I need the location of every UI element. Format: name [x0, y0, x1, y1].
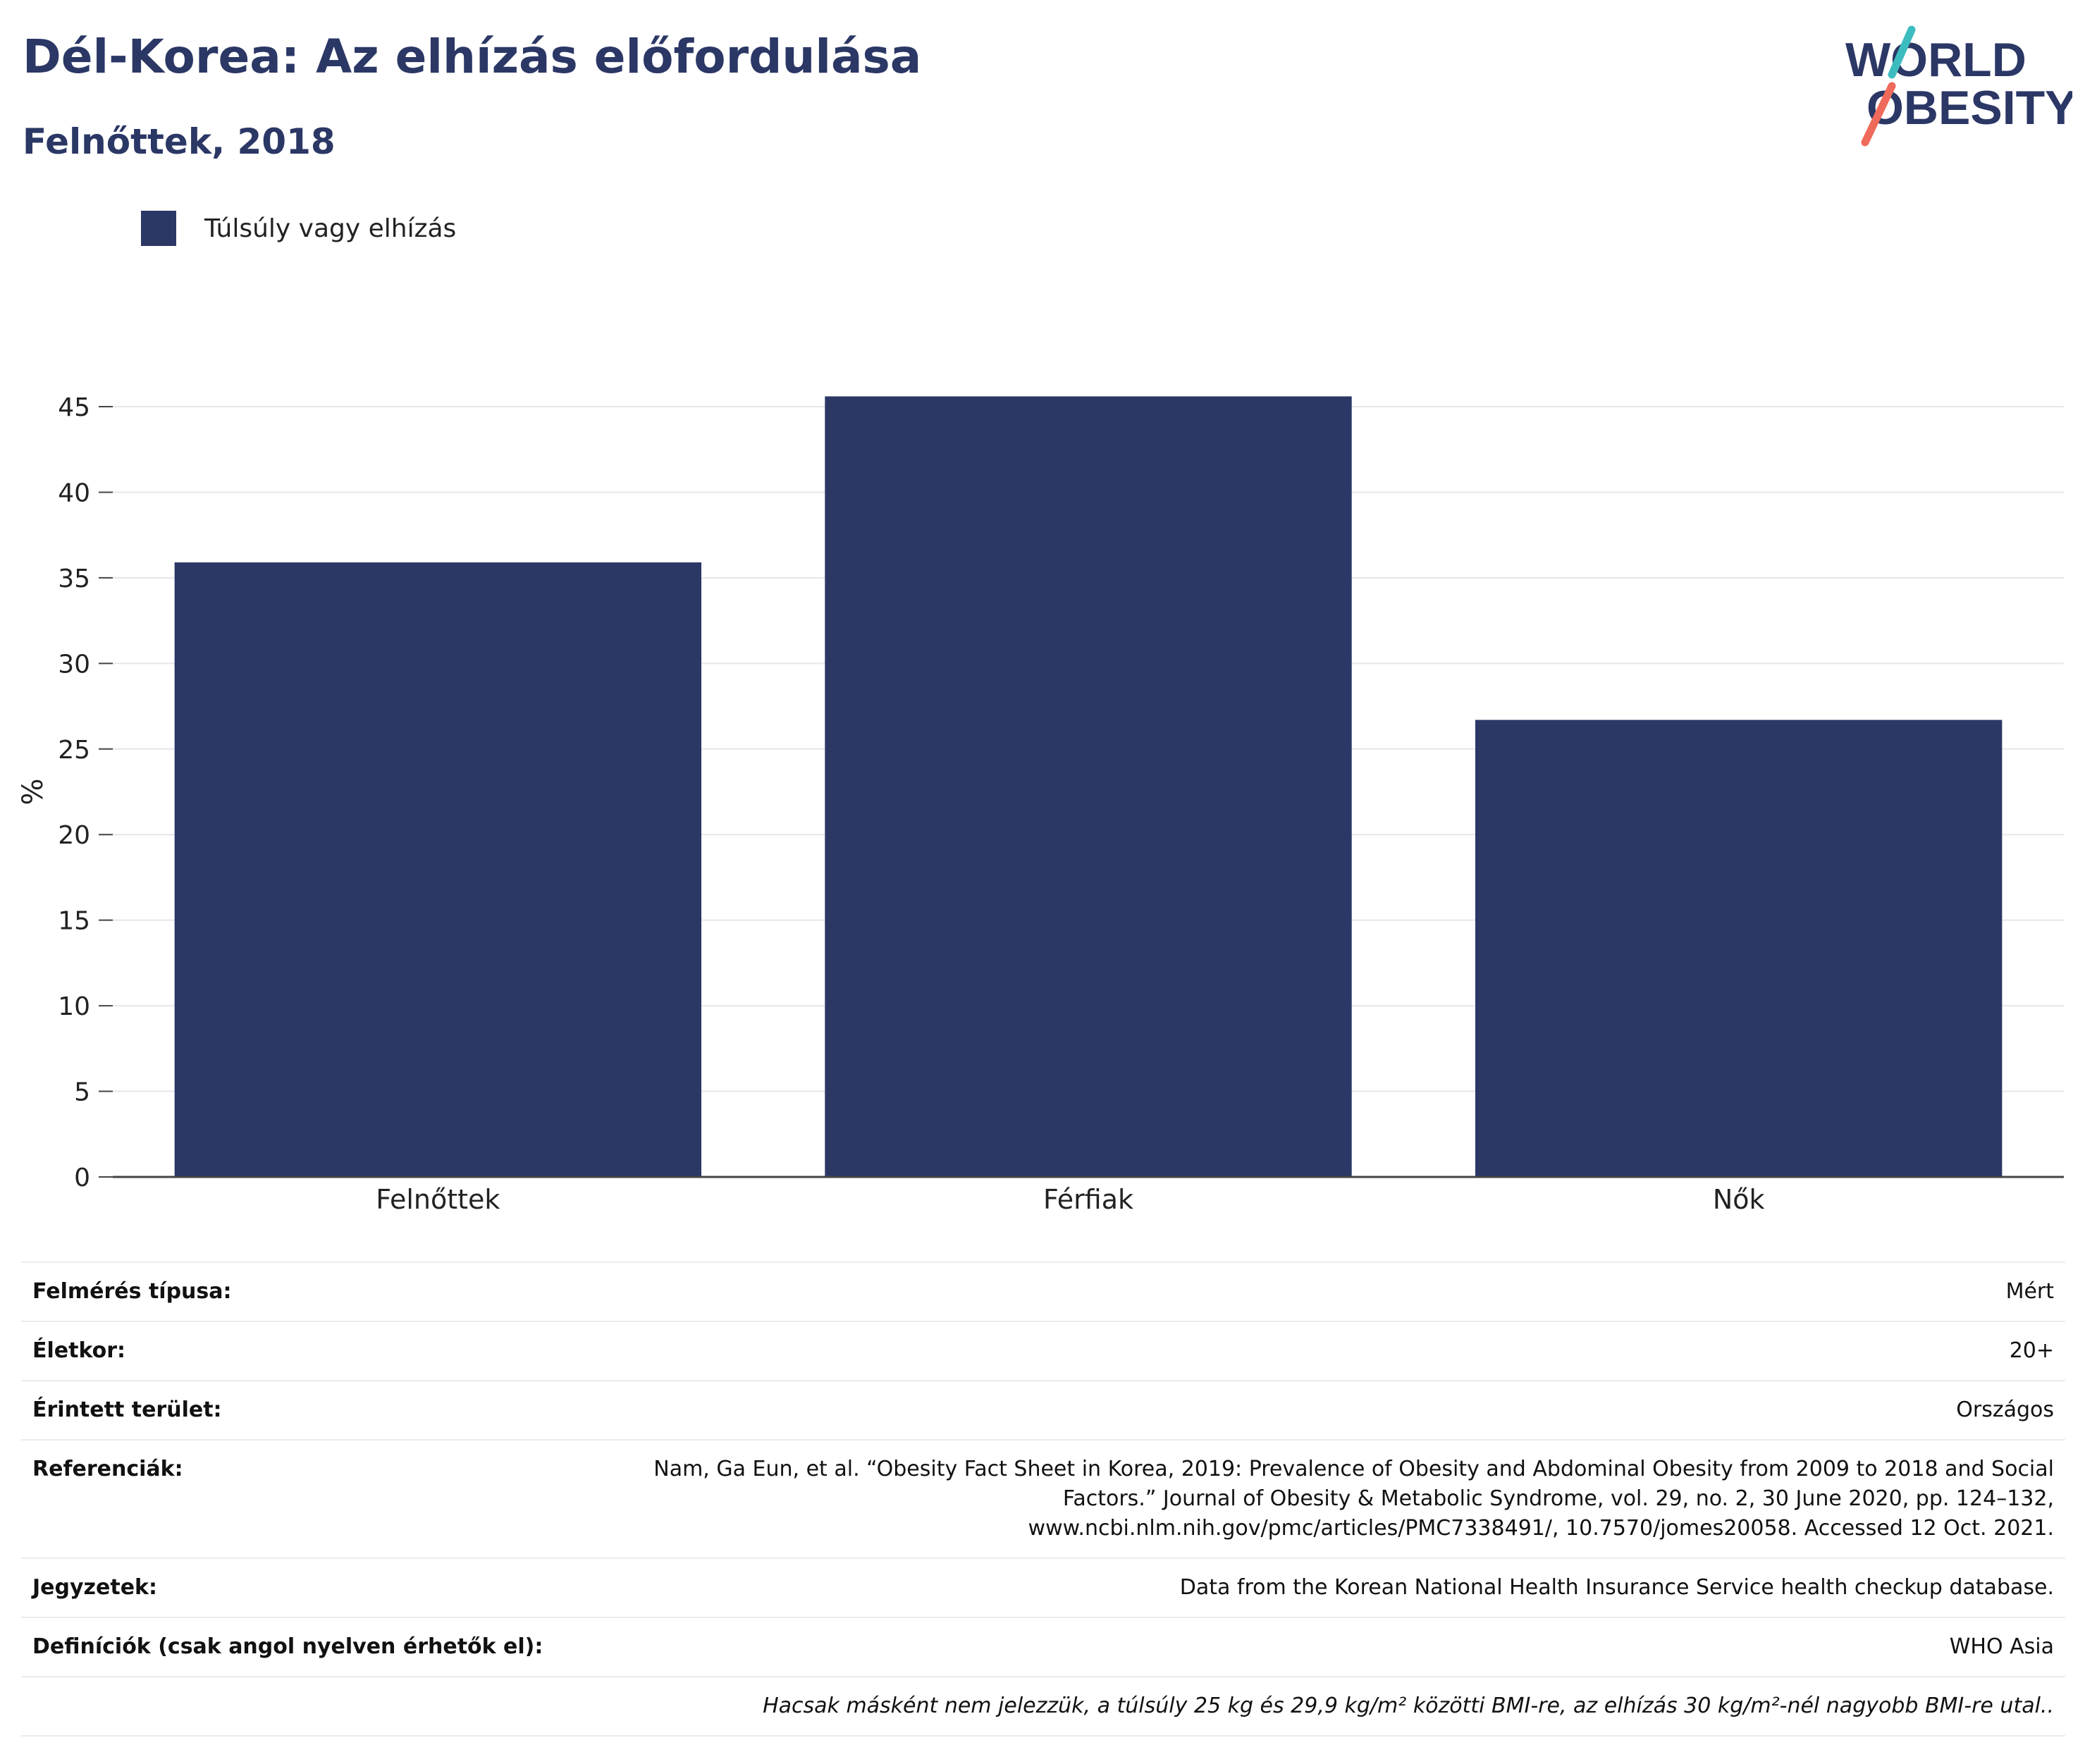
- logo-text-obesity: OBESITY: [1866, 81, 2072, 135]
- y-tick-label: 30: [58, 650, 90, 679]
- legend-swatch: [141, 211, 176, 246]
- logo-slash-teal: [1888, 25, 1916, 79]
- metadata-value: Data from the Korean National Health Ins…: [579, 1558, 2065, 1617]
- logo-text-world: WORLD: [1845, 33, 2026, 87]
- y-tick-label: 15: [58, 907, 90, 936]
- legend-label: Túlsúly vagy elhízás: [204, 214, 457, 243]
- bar: [174, 562, 702, 1177]
- metadata-label: Életkor:: [21, 1321, 579, 1381]
- metadata-row: Életkor: 20+: [21, 1321, 2065, 1381]
- metadata-value: WHO Asia: [579, 1617, 2065, 1677]
- metadata-label: Felmérés típusa:: [21, 1262, 579, 1321]
- metadata-label: Definíciók (csak angol nyelven érhetők e…: [21, 1617, 579, 1677]
- metadata-row: Jegyzetek: Data from the Korean National …: [21, 1558, 2065, 1617]
- x-tick-label: Férfiak: [1043, 1184, 1133, 1215]
- metadata-row: Referenciák: Nam, Ga Eun, et al. “Obesity…: [21, 1439, 2065, 1558]
- y-tick-label: 35: [58, 565, 90, 593]
- metadata-value: Országos: [579, 1380, 2065, 1440]
- bar: [1475, 720, 2003, 1177]
- chart-subtitle: Felnőttek, 2018: [23, 121, 336, 162]
- metadata-label: Érintett terület:: [21, 1380, 579, 1440]
- bar-chart: 0 5 10 15 20 25 30 35 40 45 Felnőttek Férfiak Nők%: [17, 393, 2064, 1215]
- x-tick-label: Felnőttek: [376, 1184, 500, 1215]
- y-tick-label: 25: [58, 736, 90, 765]
- metadata-footnote-row: Hacsak másként nem jelezzük, a túlsúly 2…: [21, 1676, 2065, 1737]
- metadata-row: Definíciók (csak angol nyelven érhetők e…: [21, 1617, 2065, 1677]
- y-axis-label: %: [17, 778, 49, 805]
- y-tick-label: 20: [58, 821, 90, 850]
- y-tick-label: 0: [74, 1164, 90, 1192]
- y-tick-label: 45: [58, 393, 90, 422]
- logo-slash-coral: [1861, 82, 1896, 147]
- metadata-value: 20+: [579, 1321, 2065, 1381]
- metadata-row: Érintett terület: Országos: [21, 1380, 2065, 1440]
- world-obesity-logo: WORLD OBESITY: [1845, 25, 2072, 147]
- metadata-value: Mért: [579, 1262, 2065, 1321]
- x-tick-label: Nők: [1713, 1184, 1765, 1215]
- chart-legend: Túlsúly vagy elhízás: [141, 209, 456, 248]
- y-tick-label: 10: [58, 992, 90, 1021]
- metadata-row: Felmérés típusa: Mért: [21, 1262, 2065, 1321]
- metadata-table: Felmérés típusa: Mért Életkor: 20+ Érintett …: [21, 1262, 2065, 1737]
- metadata-label: Jegyzetek:: [21, 1558, 579, 1617]
- y-tick-label: 40: [58, 479, 90, 507]
- metadata-footnote: Hacsak másként nem jelezzük, a túlsúly 2…: [21, 1676, 2065, 1737]
- metadata-label: Referenciák:: [21, 1439, 579, 1558]
- y-tick-label: 5: [74, 1078, 90, 1107]
- metadata-value: Nam, Ga Eun, et al. “Obesity Fact Sheet …: [579, 1439, 2065, 1558]
- bar: [825, 396, 1352, 1177]
- chart-title: Dél-Korea: Az elhízás előfordulása: [23, 30, 922, 84]
